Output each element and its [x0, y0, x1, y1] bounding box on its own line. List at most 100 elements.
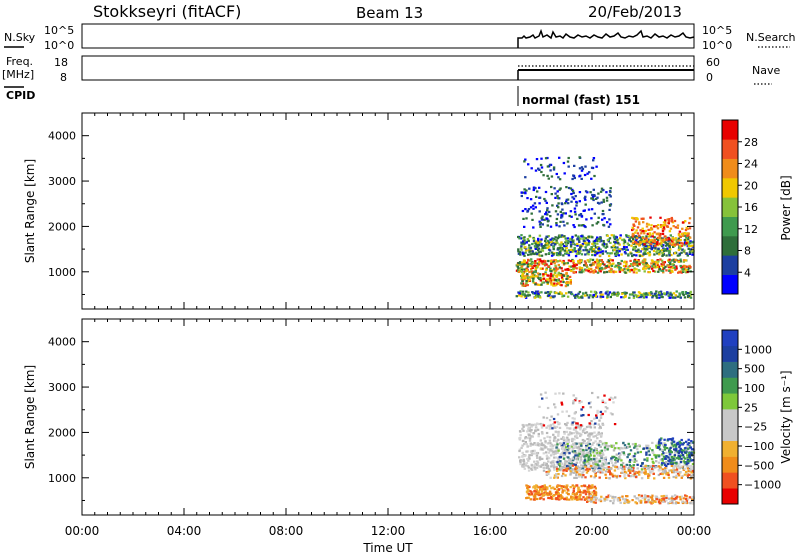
velocity-return: [676, 470, 679, 473]
power-return: [588, 171, 591, 174]
power-return: [535, 195, 538, 198]
velocity-return: [673, 443, 677, 446]
velocity-return: [599, 500, 603, 503]
power-return: [552, 284, 555, 287]
power-return: [643, 232, 646, 235]
velocity-return: [525, 484, 528, 487]
power-return: [614, 241, 617, 244]
velocity-return: [688, 466, 692, 469]
velocity-return: [580, 408, 583, 411]
velocity-return: [672, 445, 675, 448]
power-return: [537, 263, 541, 266]
power-return: [682, 259, 686, 262]
power-return: [531, 218, 534, 221]
velocity-return: [688, 496, 692, 499]
velocity-return: [610, 461, 614, 464]
power-return: [551, 295, 554, 298]
power-return: [656, 227, 660, 230]
velocity-return: [686, 443, 689, 446]
velocity-return: [596, 396, 600, 399]
power-return: [605, 291, 608, 294]
power-return: [645, 296, 648, 299]
power-return: [668, 250, 671, 253]
colorbar-tick-label: 12: [744, 223, 758, 236]
power-return: [573, 164, 576, 167]
power-return: [533, 292, 537, 295]
velocity-return: [598, 460, 602, 463]
power-return: [550, 175, 554, 178]
velocity-return: [609, 396, 613, 399]
velocity-return: [668, 450, 671, 453]
power-return: [662, 261, 665, 264]
power-return: [599, 190, 603, 193]
velocity-return: [691, 500, 694, 503]
velocity-return: [641, 496, 644, 499]
power-return: [589, 263, 592, 267]
velocity-return: [538, 456, 542, 459]
velocity-return: [561, 410, 564, 413]
velocity-return: [629, 449, 633, 452]
power-return: [565, 292, 568, 295]
power-return: [550, 283, 553, 286]
velocity-return: [554, 436, 557, 439]
power-return: [573, 225, 576, 229]
velocity-return: [588, 468, 591, 471]
power-return: [536, 190, 539, 193]
velocity-return: [574, 452, 577, 455]
power-return: [587, 253, 590, 256]
power-return: [623, 261, 626, 264]
velocity-return: [588, 467, 591, 470]
power-return: [656, 265, 659, 269]
power-return: [562, 274, 565, 277]
velocity-return: [532, 432, 535, 435]
velocity-return: [565, 496, 568, 499]
power-return: [542, 277, 546, 280]
velocity-return: [553, 468, 556, 471]
velocity-return: [663, 442, 666, 445]
power-return: [637, 291, 641, 294]
velocity-return: [636, 451, 640, 454]
station-title: Stokkseyri (fitACF): [93, 2, 241, 21]
velocity-return: [572, 400, 575, 403]
velocity-return: [589, 487, 592, 490]
power-return: [522, 252, 525, 255]
power-return: [571, 268, 575, 271]
power-return: [617, 248, 621, 251]
nave-tick-bottom: 0: [706, 71, 713, 84]
velocity-return: [637, 470, 641, 473]
power-return: [546, 282, 549, 285]
power-return: [540, 238, 543, 241]
power-return: [516, 263, 519, 266]
velocity-return: [599, 471, 602, 474]
power-return: [592, 293, 595, 297]
velocity-return: [582, 470, 585, 473]
power-return: [667, 259, 670, 262]
power-return: [651, 259, 654, 263]
power-return: [606, 239, 610, 242]
power-return: [535, 158, 539, 161]
velocity-return: [628, 464, 631, 467]
velocity-return: [663, 500, 666, 503]
velocity-return: [551, 460, 554, 463]
power-return: [657, 265, 661, 269]
velocity-return: [647, 498, 650, 501]
power-return: [684, 292, 688, 295]
velocity-return: [667, 502, 670, 505]
velocity-return: [567, 445, 570, 448]
power-return: [672, 245, 675, 248]
power-return: [623, 240, 627, 244]
power-return: [654, 225, 657, 228]
power-return: [554, 196, 557, 199]
power-return: [546, 281, 550, 284]
velocity-return: [522, 460, 526, 463]
power-return: [577, 235, 580, 238]
power-return: [574, 263, 577, 266]
velocity-return: [527, 428, 530, 431]
velocity-return: [657, 497, 660, 500]
power-return: [535, 240, 538, 243]
velocity-return: [596, 409, 599, 412]
power-return: [616, 294, 619, 297]
power-return: [553, 259, 556, 262]
power-return: [570, 237, 574, 240]
velocity-return: [527, 469, 531, 472]
